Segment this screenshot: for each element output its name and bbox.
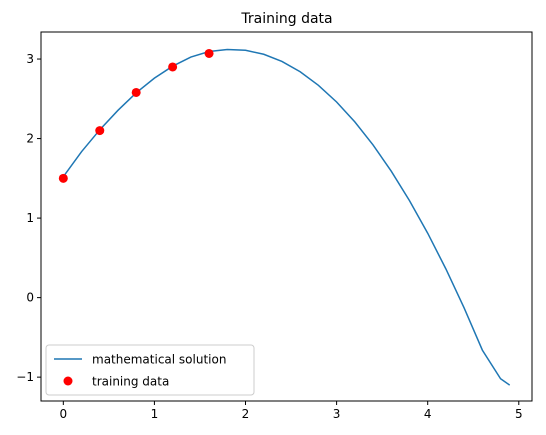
axes-frame	[40, 31, 533, 402]
legend-marker-swatch	[63, 376, 73, 386]
x-tick-label: 4	[424, 407, 432, 421]
legend: mathematical solution training data	[45, 344, 255, 396]
legend-box	[45, 344, 255, 396]
y-tick-label: 0	[26, 291, 34, 305]
x-tick-label: 2	[242, 407, 250, 421]
training-data-point	[58, 173, 68, 183]
training-data-point	[95, 126, 105, 136]
x-tick-label: 5	[515, 407, 523, 421]
legend-label-training-data: training data	[92, 375, 169, 389]
axes: 0 1 2 3 4 5 −1 0 1 2 3	[16, 31, 533, 421]
training-data-point	[204, 48, 214, 58]
training-data-point	[131, 87, 141, 97]
y-tick-label: 3	[26, 52, 34, 66]
series-line-mathematical-solution	[62, 48, 511, 386]
y-tick-label: 1	[26, 211, 34, 225]
chart-title: Training data	[240, 11, 332, 27]
plot-area	[58, 48, 511, 386]
training-data-point	[168, 62, 178, 72]
y-tick-label: −1	[16, 370, 34, 384]
y-tick-label: 2	[26, 132, 34, 146]
x-tick-label: 3	[333, 407, 341, 421]
legend-label-mathematical-solution: mathematical solution	[92, 353, 226, 367]
x-tick-label: 1	[151, 407, 159, 421]
x-tick-label: 0	[59, 407, 67, 421]
